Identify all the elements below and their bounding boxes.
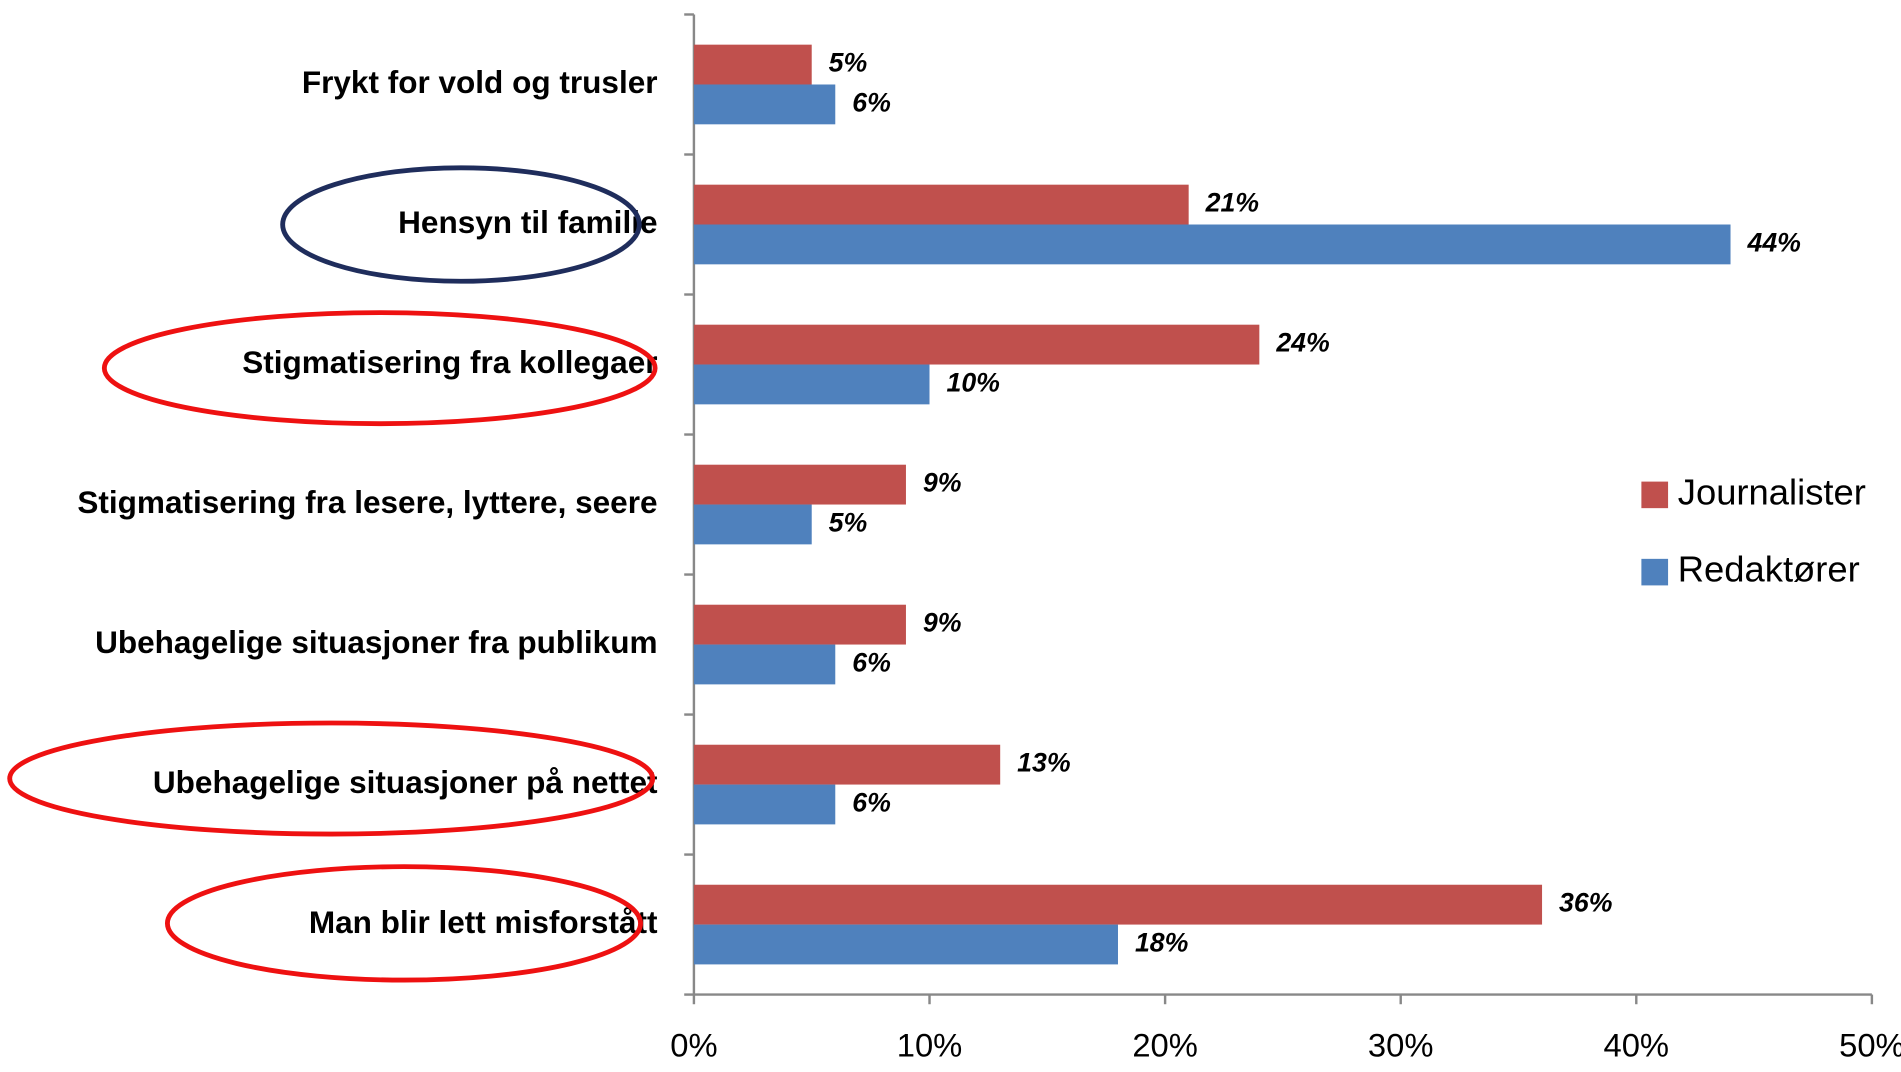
category-label: Frykt for vold og trusler xyxy=(302,65,658,100)
bar xyxy=(693,604,906,645)
legend-swatch xyxy=(1641,481,1669,509)
highlight-ellipse xyxy=(164,864,643,983)
plot: 0% 10% 20% 30% 40% 50% Frykt for vold og trusl… xyxy=(77,13,1901,1063)
legend-swatch xyxy=(1641,558,1669,586)
data-label: 24% xyxy=(1275,328,1329,358)
data-label: 10% xyxy=(946,368,999,398)
highlight-ellipse xyxy=(280,165,642,284)
bar xyxy=(693,784,836,825)
bar xyxy=(693,224,1731,265)
data-label: 9% xyxy=(923,468,962,498)
data-label: 6% xyxy=(852,87,891,117)
x-tick-label: 0% xyxy=(670,1026,717,1063)
category-label: Stigmatisering fra kollegaer xyxy=(242,345,657,380)
category-label: Stigmatisering fra lesere, lyttere, seer… xyxy=(77,485,657,520)
bar xyxy=(693,644,836,685)
data-label: 18% xyxy=(1135,928,1188,958)
x-tick-label: 30% xyxy=(1368,1026,1434,1063)
data-label: 6% xyxy=(852,788,891,818)
bar xyxy=(693,364,930,405)
data-label: 21% xyxy=(1205,188,1259,218)
category-label: Man blir lett misforstått xyxy=(309,905,658,940)
bar xyxy=(693,504,812,545)
bar xyxy=(693,324,1260,365)
data-label: 36% xyxy=(1559,888,1612,918)
category-label: Ubehagelige situasjoner fra publikum xyxy=(95,625,657,660)
data-label: 5% xyxy=(829,508,868,538)
category-label: Ubehagelige situasjoner på nettet xyxy=(153,765,658,800)
x-tick-label: 50% xyxy=(1839,1026,1901,1063)
category-label: Hensyn til familie xyxy=(398,205,657,240)
highlight-ellipse xyxy=(101,310,658,427)
legend-label: Journalister xyxy=(1678,472,1866,513)
x-tick-label: 10% xyxy=(897,1026,963,1063)
data-label: 5% xyxy=(829,48,868,78)
bar xyxy=(693,464,906,505)
highlight-ellipse xyxy=(7,720,656,837)
bar xyxy=(693,884,1543,925)
bar xyxy=(693,924,1118,965)
annotations xyxy=(7,165,658,983)
data-label: 6% xyxy=(852,648,891,678)
data-label: 13% xyxy=(1017,748,1070,778)
legend-label: Redaktører xyxy=(1678,549,1860,590)
bar xyxy=(693,44,812,85)
bar xyxy=(693,744,1001,785)
bar xyxy=(693,184,1189,225)
bar xyxy=(693,84,836,125)
x-tick-label: 40% xyxy=(1604,1026,1670,1063)
x-tick-label: 20% xyxy=(1132,1026,1198,1063)
data-label: 44% xyxy=(1747,227,1801,257)
data-label: 9% xyxy=(923,608,962,638)
